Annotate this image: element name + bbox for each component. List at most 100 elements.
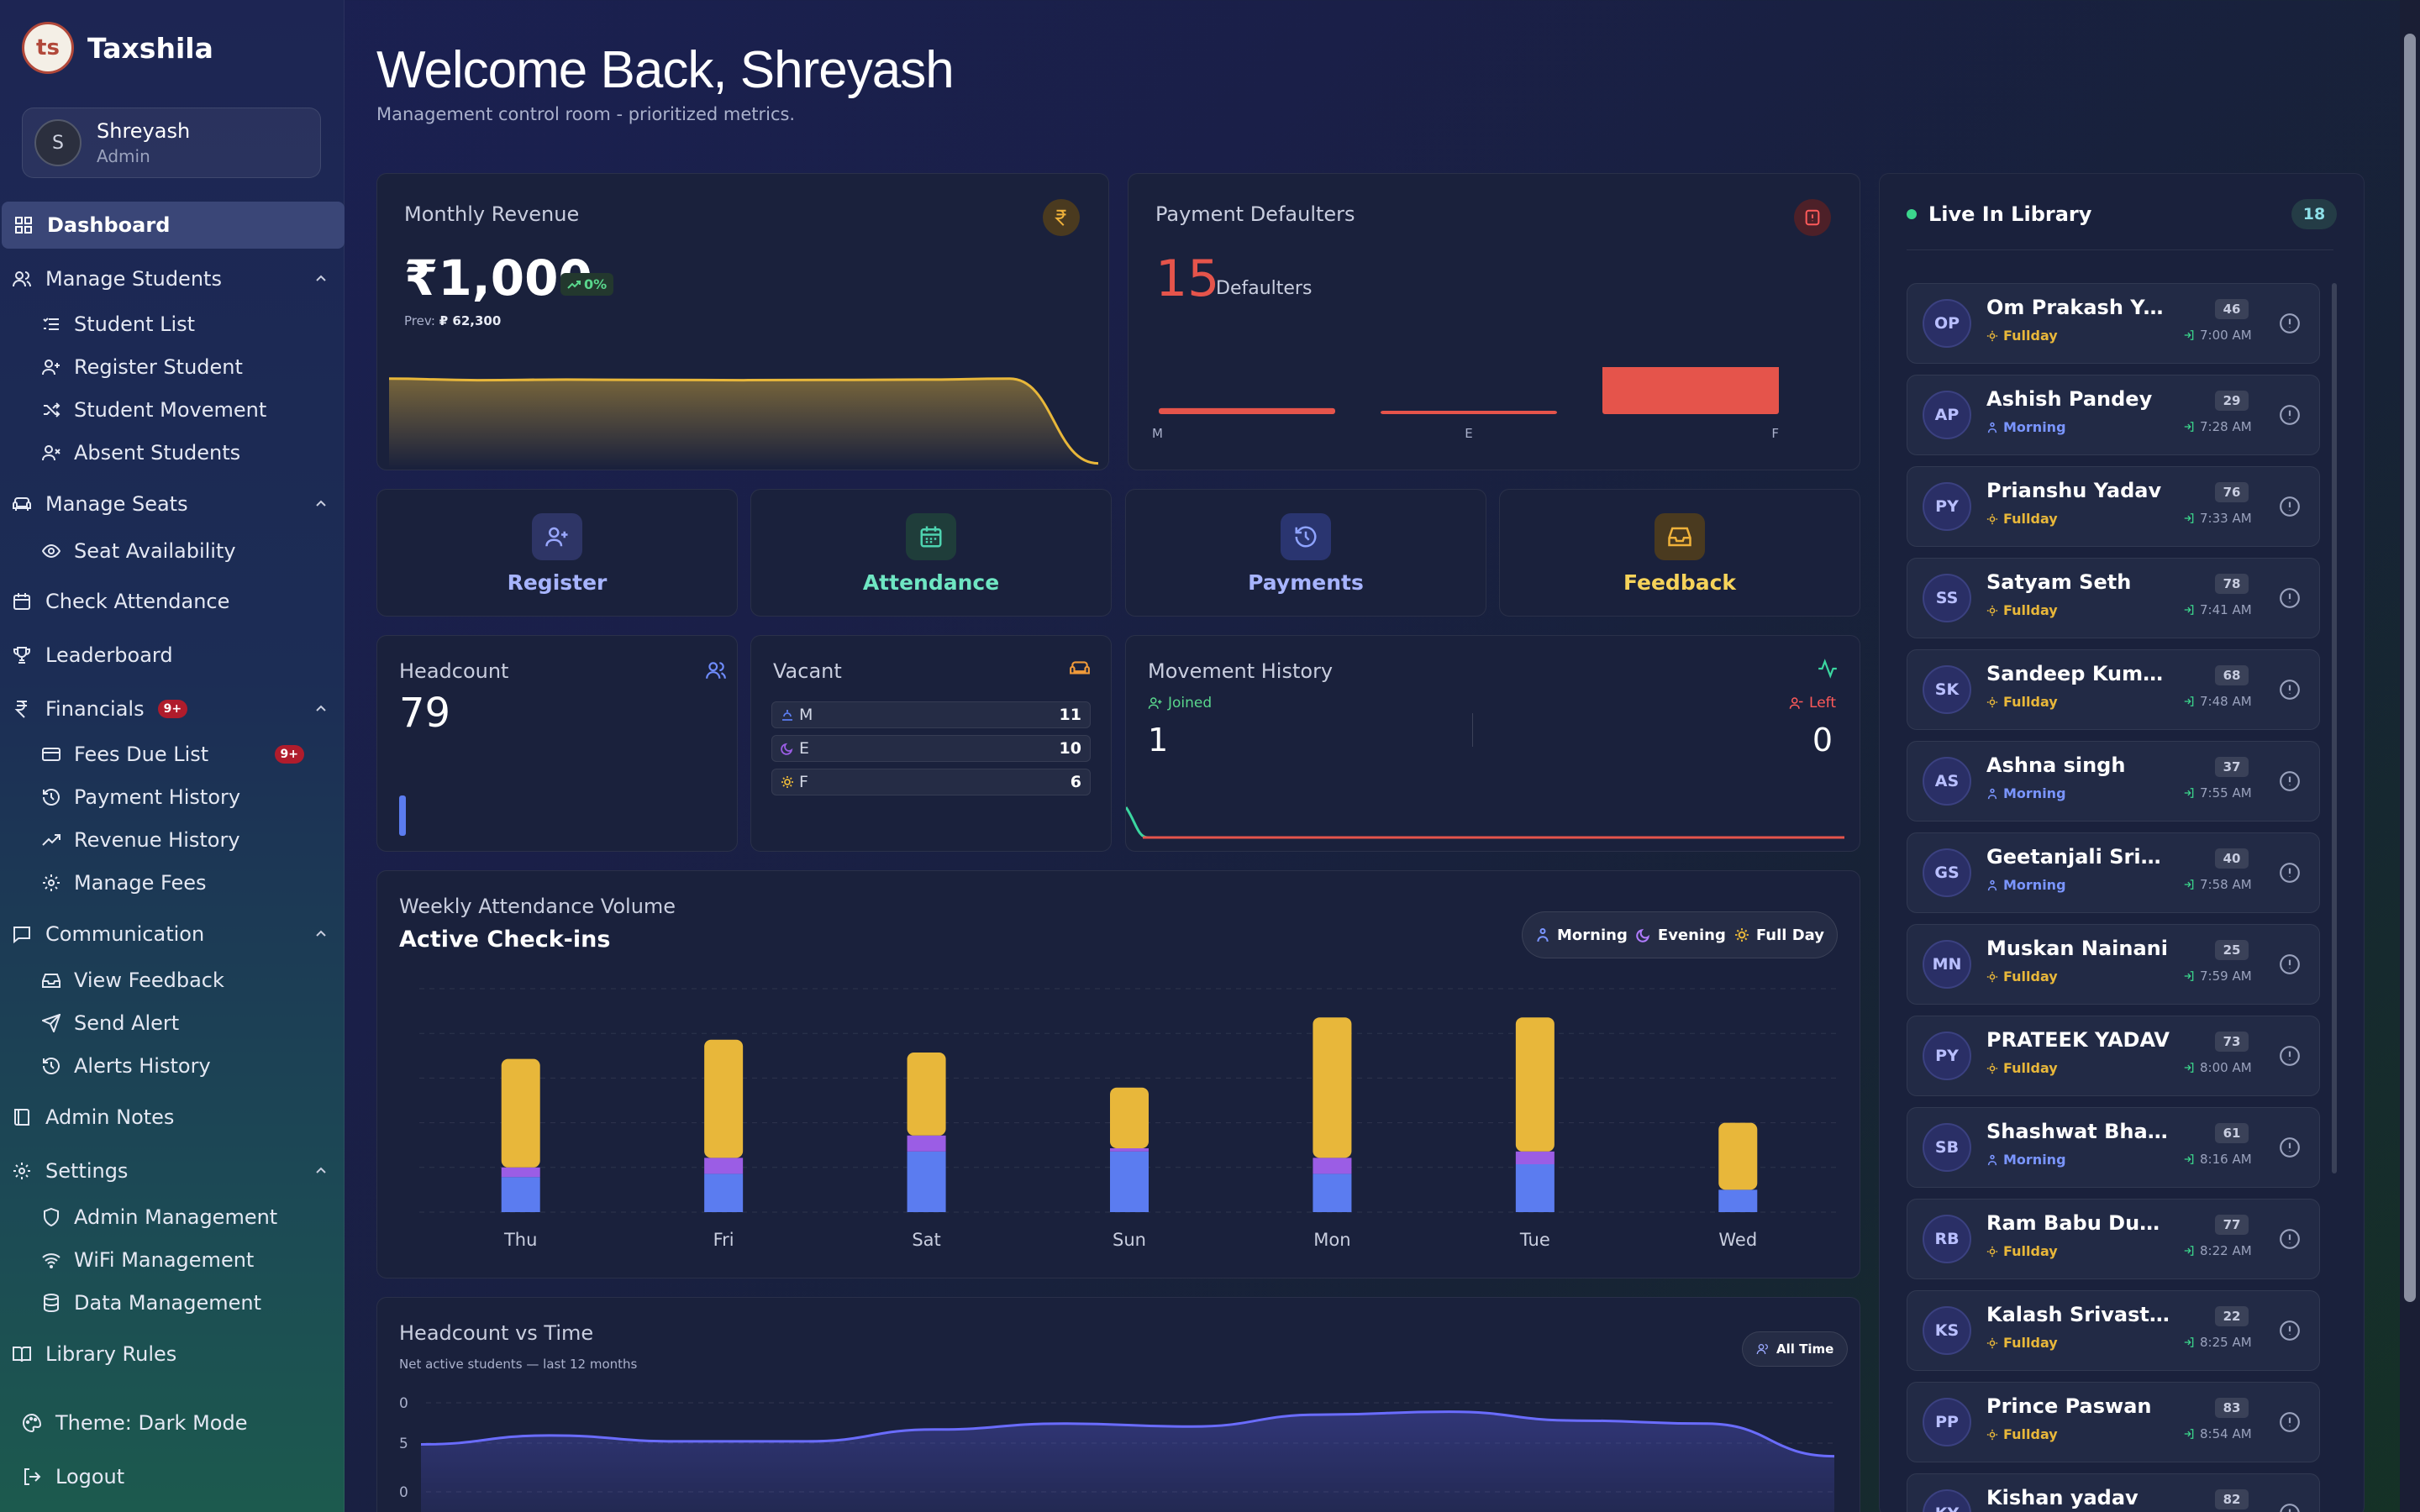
info-icon[interactable] xyxy=(2279,1045,2301,1067)
bar-morning[interactable] xyxy=(704,1173,744,1212)
nav-manage-students[interactable]: Manage Students xyxy=(0,255,345,302)
live-person-card[interactable]: PP Prince Paswan 83 Fullday 8:54 AM xyxy=(1907,1382,2320,1462)
bar-morning[interactable] xyxy=(907,1151,946,1212)
info-icon[interactable] xyxy=(2279,862,2301,884)
nav-revenue-history[interactable]: Revenue History xyxy=(42,822,240,858)
bar-evening[interactable] xyxy=(1110,1148,1149,1152)
nav-wifi-management[interactable]: WiFi Management xyxy=(42,1242,254,1278)
live-person-card[interactable]: OP Om Prakash Yadav 46 Fullday 7:00 AM xyxy=(1907,283,2320,364)
bar-full-day[interactable] xyxy=(1313,1017,1352,1158)
nav-send-alert[interactable]: Send Alert xyxy=(42,1005,179,1042)
nav-fees-due-list[interactable]: Fees Due List 9+ xyxy=(42,736,304,773)
info-icon[interactable] xyxy=(2279,1320,2301,1341)
nav-alerts-history[interactable]: Alerts History xyxy=(42,1047,211,1084)
attendance-action[interactable]: Attendance xyxy=(750,489,1112,617)
bar-full-day[interactable] xyxy=(704,1039,744,1158)
bar-evening[interactable] xyxy=(1313,1158,1352,1174)
bar-full-day[interactable] xyxy=(1718,1122,1758,1190)
bar-morning[interactable] xyxy=(1515,1164,1555,1212)
nav-manage-seats[interactable]: Manage Seats xyxy=(0,480,345,528)
brand[interactable]: ts Taxshila xyxy=(22,22,213,74)
nav-manage-fees[interactable]: Manage Fees xyxy=(42,864,207,901)
legend-morning[interactable]: Morning xyxy=(1535,927,1628,944)
info-icon[interactable] xyxy=(2279,1137,2301,1158)
bar-morning[interactable] xyxy=(1110,1151,1149,1212)
bar-morning[interactable] xyxy=(1313,1173,1352,1212)
nav-communication[interactable]: Communication xyxy=(0,911,345,958)
info-icon[interactable] xyxy=(2279,770,2301,792)
bar-full-day[interactable] xyxy=(907,1053,946,1136)
defaulter-bar[interactable] xyxy=(1159,407,1335,414)
nav-student-movement[interactable]: Student Movement xyxy=(42,391,266,428)
legend-evening[interactable]: Evening xyxy=(1636,927,1726,944)
info-icon[interactable] xyxy=(2279,953,2301,975)
bar-morning[interactable] xyxy=(501,1177,540,1212)
nav-seat-availability[interactable]: Seat Availability xyxy=(42,533,236,570)
chevron-up-icon[interactable] xyxy=(313,925,329,942)
info-icon[interactable] xyxy=(2279,312,2301,334)
weekly-attendance-card[interactable]: Weekly Attendance Volume Active Check-in… xyxy=(376,870,1860,1278)
page-scrollbar-track[interactable] xyxy=(2400,0,2420,1512)
live-person-card[interactable]: SK Sandeep Kumar Yadav 68 Fullday 7:48 AM xyxy=(1907,649,2320,730)
nav-leaderboard[interactable]: Leaderboard xyxy=(0,632,345,679)
live-person-card[interactable]: SB Shashwat Bhaskar 61 Morning 8:16 AM xyxy=(1907,1107,2320,1188)
defaulter-bar[interactable] xyxy=(1602,367,1779,414)
live-person-card[interactable]: KYKishan yadav82Fullday9:02 AM xyxy=(1907,1473,2320,1512)
headcount-card[interactable]: Headcount 79 xyxy=(376,635,738,852)
nav-settings[interactable]: Settings xyxy=(0,1147,345,1194)
logout-button[interactable]: Logout xyxy=(0,1453,345,1500)
live-person-card[interactable]: AS Ashna singh 37 Morning 7:55 AM xyxy=(1907,741,2320,822)
nav-absent-students[interactable]: Absent Students xyxy=(42,434,240,471)
live-person-card[interactable]: SS Satyam Seth 78 Fullday 7:41 AM xyxy=(1907,558,2320,638)
nav-register-student[interactable]: Register Student xyxy=(42,349,243,386)
bar-evening[interactable] xyxy=(501,1167,540,1178)
nav-admin-notes[interactable]: Admin Notes xyxy=(0,1094,345,1141)
headcount-time-card[interactable]: Headcount vs Time Net active students — … xyxy=(376,1297,1860,1512)
nav-check-attendance[interactable]: Check Attendance xyxy=(0,578,345,625)
chevron-up-icon[interactable] xyxy=(313,1162,329,1179)
bar-evening[interactable] xyxy=(907,1135,946,1152)
nav-financials[interactable]: Financials 9+ xyxy=(0,685,345,732)
monthly-revenue-card[interactable]: Monthly Revenue ₹1,000 0% Prev: ₽ 62,300 xyxy=(376,173,1109,470)
nav-student-list[interactable]: Student List xyxy=(42,306,195,343)
user-card[interactable]: S Shreyash Admin xyxy=(22,108,321,178)
movement-history-card[interactable]: Movement History Joined 1 Left 0 xyxy=(1125,635,1860,852)
live-person-card[interactable]: MN Muskan Nainani 25 Fullday 7:59 AM xyxy=(1907,924,2320,1005)
defaulter-bar[interactable] xyxy=(1381,411,1557,414)
nav-payment-history[interactable]: Payment History xyxy=(42,779,240,816)
live-person-card[interactable]: KS Kalash Srivastava 22 Fullday 8:25 AM xyxy=(1907,1290,2320,1371)
payments-action[interactable]: Payments xyxy=(1125,489,1486,617)
register-action[interactable]: Register xyxy=(376,489,738,617)
info-icon[interactable] xyxy=(2279,679,2301,701)
theme-toggle[interactable]: Theme: Dark Mode xyxy=(0,1399,345,1446)
info-icon[interactable] xyxy=(2279,587,2301,609)
live-scrollbar[interactable] xyxy=(2332,283,2337,1173)
bar-full-day[interactable] xyxy=(501,1058,540,1168)
chevron-up-icon[interactable] xyxy=(313,270,329,286)
nav-admin-management[interactable]: Admin Management xyxy=(42,1199,277,1236)
chevron-up-icon[interactable] xyxy=(313,495,329,512)
info-icon[interactable] xyxy=(2279,1228,2301,1250)
bar-morning[interactable] xyxy=(1718,1189,1758,1212)
live-person-card[interactable]: RB Ram Babu Dubey 77 Fullday 8:22 AM xyxy=(1907,1199,2320,1279)
nav-data-management[interactable]: Data Management xyxy=(42,1284,261,1321)
all-time-filter[interactable]: All Time xyxy=(1742,1331,1849,1367)
nav-dashboard[interactable]: Dashboard xyxy=(2,202,345,249)
payment-defaulters-card[interactable]: Payment Defaulters 15 Defaulters M E F xyxy=(1128,173,1860,470)
live-person-card[interactable]: PY PRATEEK YADAV 73 Fullday 8:00 AM xyxy=(1907,1016,2320,1096)
live-person-card[interactable]: AP Ashish Pandey 29 Morning 7:28 AM xyxy=(1907,375,2320,455)
legend-fullday[interactable]: Full Day xyxy=(1734,927,1824,944)
bar-full-day[interactable] xyxy=(1110,1087,1149,1148)
bar-evening[interactable] xyxy=(704,1158,744,1174)
info-icon[interactable] xyxy=(2279,404,2301,426)
bar-full-day[interactable] xyxy=(1515,1017,1555,1152)
info-icon[interactable] xyxy=(2279,1503,2301,1512)
live-person-card[interactable]: GS Geetanjali Srivastava 40 Morning 7:58 AM xyxy=(1907,832,2320,913)
nav-library-rules[interactable]: Library Rules xyxy=(0,1331,345,1378)
info-icon[interactable] xyxy=(2279,1411,2301,1433)
live-person-card[interactable]: PY Prianshu Yadav 76 Fullday 7:33 AM xyxy=(1907,466,2320,547)
feedback-action[interactable]: Feedback xyxy=(1499,489,1860,617)
nav-view-feedback[interactable]: View Feedback xyxy=(42,962,224,999)
chevron-up-icon[interactable] xyxy=(313,700,329,717)
info-icon[interactable] xyxy=(2279,496,2301,517)
